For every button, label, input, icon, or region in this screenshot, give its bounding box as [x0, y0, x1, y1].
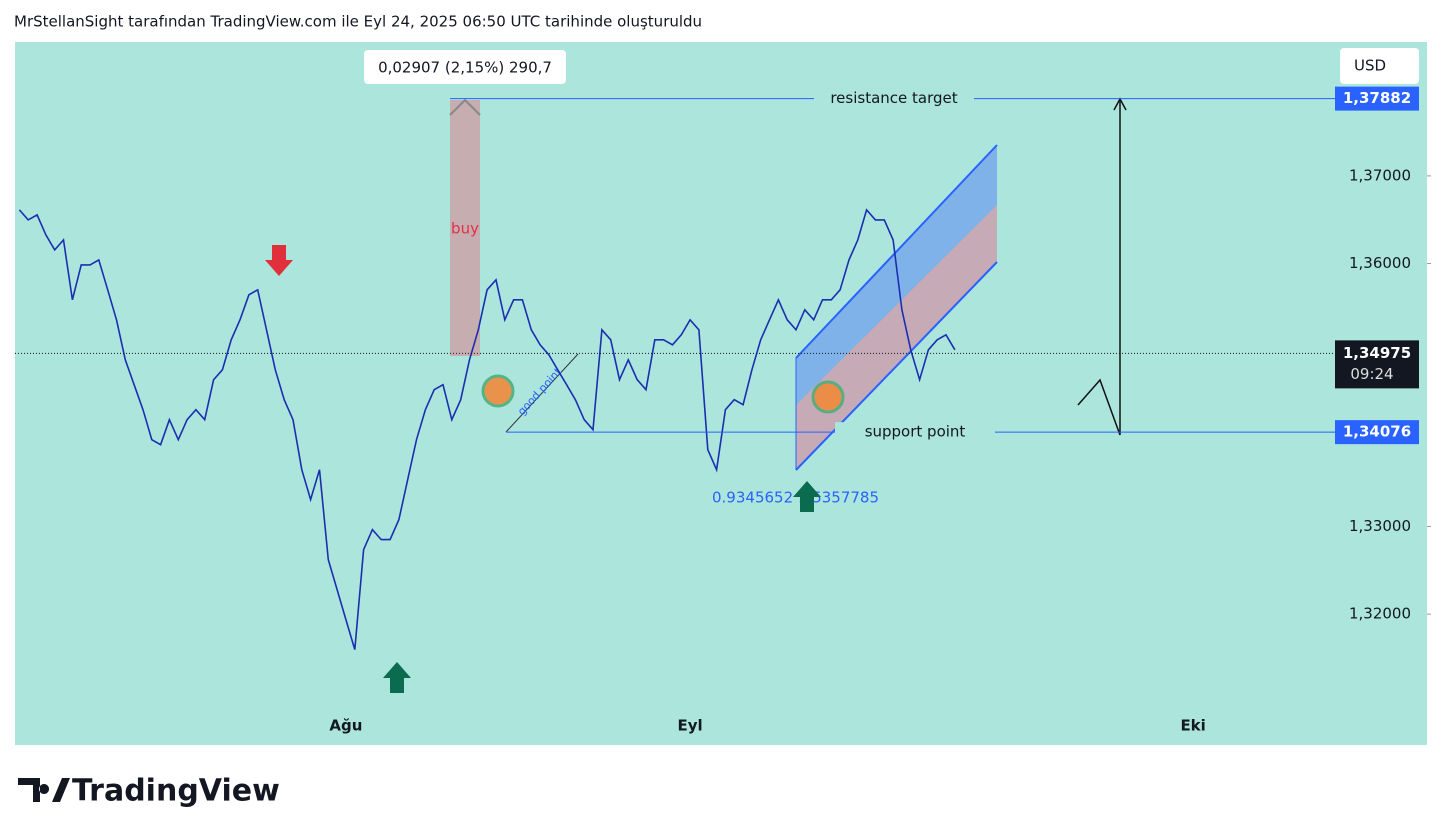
channel-top	[795, 144, 998, 359]
x-tick-label: Eyl	[678, 717, 703, 735]
measure-box	[364, 50, 566, 84]
projection	[1077, 100, 1121, 436]
resistance-line-label: resistance target	[830, 89, 957, 107]
y-tick-label: 1,33000	[1349, 517, 1411, 535]
price-line	[18, 208, 956, 650]
channel-bottom	[795, 261, 998, 471]
good-point-line	[505, 353, 579, 433]
marker-circle	[481, 374, 515, 408]
support-line-label-bg	[835, 422, 995, 443]
x-tick-label: Ağu	[329, 717, 362, 735]
price-tag-label: 1,37882	[1343, 89, 1411, 107]
last-price-label: 1,34975	[1343, 344, 1411, 362]
price-tag	[1335, 86, 1419, 111]
last-price-tag	[1335, 340, 1419, 389]
y-tick-label: 1,32000	[1349, 605, 1411, 623]
currency-box	[1340, 48, 1419, 84]
y-tick-label: 1,36000	[1349, 254, 1411, 272]
logo-icon	[18, 778, 70, 802]
countdown: 09:24	[1350, 365, 1393, 383]
plot-area	[15, 42, 1427, 745]
support-line-label: support point	[865, 423, 966, 441]
resistance-line-label-bg	[814, 88, 974, 109]
price-tag-label: 1,34076	[1343, 423, 1411, 441]
buy-arrow	[449, 98, 481, 116]
x-tick-label: Eki	[1180, 717, 1205, 735]
y-tick-label: 1,37000	[1349, 166, 1411, 184]
buy-label: buy	[451, 220, 479, 238]
down-arrow	[265, 245, 293, 276]
currency: USD	[1354, 57, 1386, 75]
channel-inner	[796, 205, 997, 470]
channel-label: 0.9345652 1.5357785	[712, 489, 879, 507]
measure-label: 0,02907 (2,15%) 290,7	[378, 59, 552, 77]
header: MrStellanSight tarafından TradingView.co…	[14, 13, 702, 31]
up-arrow	[383, 662, 411, 693]
buy-box	[450, 100, 480, 356]
marker-circle	[811, 380, 845, 414]
logo-text: TradingView	[72, 774, 280, 809]
up-arrow	[793, 481, 821, 512]
price-tag	[1335, 420, 1419, 445]
